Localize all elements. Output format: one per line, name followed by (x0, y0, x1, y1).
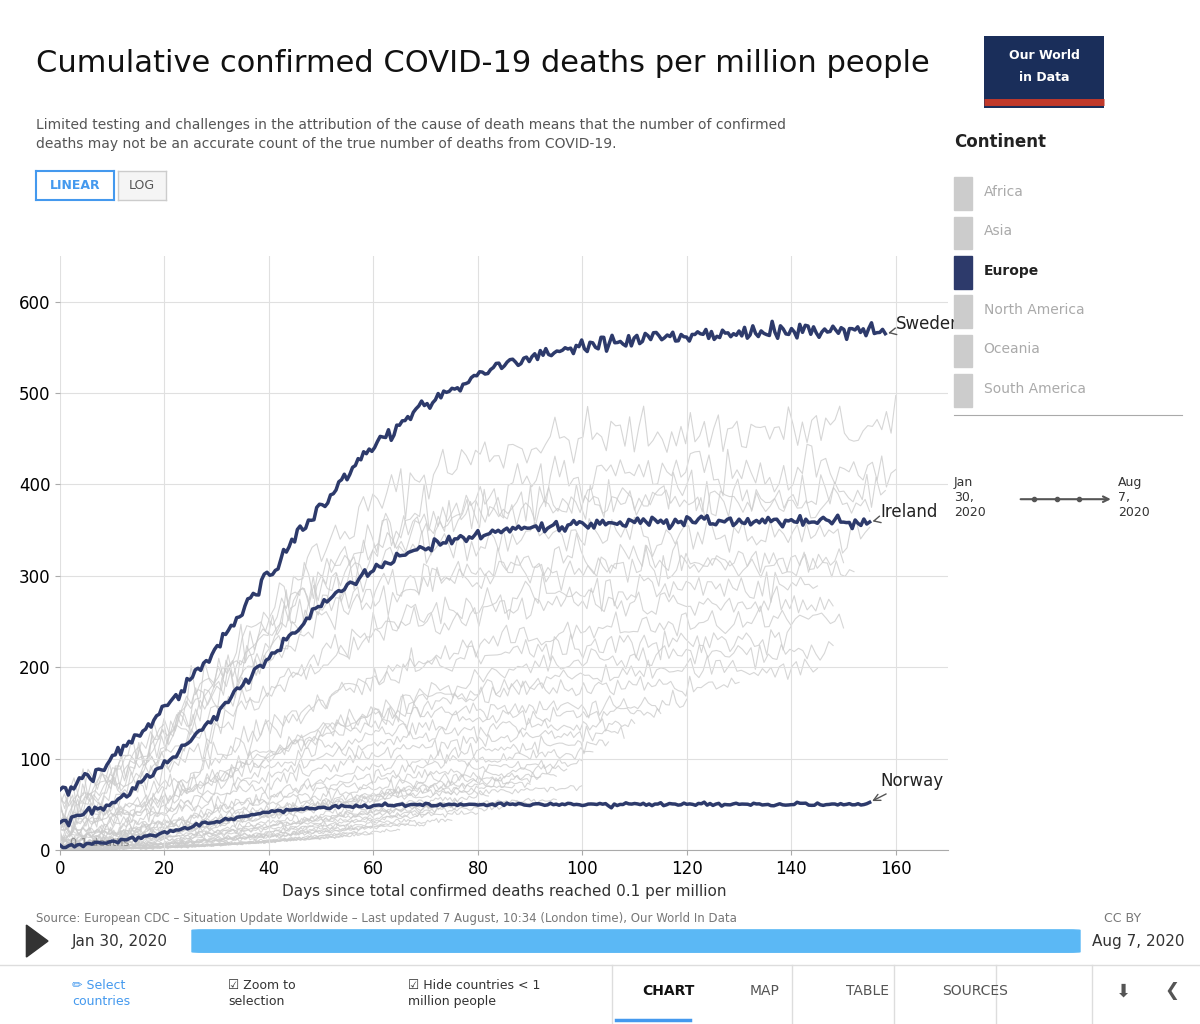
Text: ☑ Zoom to
selection: ☑ Zoom to selection (228, 979, 295, 1008)
Text: LOG: LOG (128, 179, 155, 191)
Text: Aug
7,
2020: Aug 7, 2020 (1118, 476, 1150, 519)
Bar (954, 295, 972, 328)
Text: Ireland: Ireland (874, 504, 937, 522)
Text: Source: European CDC – Situation Update Worldwide – Last updated 7 August, 10:34: Source: European CDC – Situation Update … (36, 911, 737, 925)
Text: Sweden: Sweden (889, 315, 961, 335)
Text: ☑ Hide countries < 1
million people: ☑ Hide countries < 1 million people (408, 979, 540, 1008)
Text: ⬇: ⬇ (1116, 982, 1132, 1000)
Text: Continent: Continent (954, 133, 1046, 152)
Text: Africa: Africa (984, 185, 1024, 199)
Text: South America: South America (984, 382, 1086, 395)
Polygon shape (26, 925, 48, 957)
Text: North America: North America (984, 303, 1085, 317)
Text: Days since total confirmed deaths reached 0.1 per million: Days since total confirmed deaths reache… (282, 884, 726, 899)
Text: SOURCES: SOURCES (942, 984, 1008, 998)
Bar (954, 335, 972, 368)
Text: Cumulative confirmed COVID-19 deaths per million people: Cumulative confirmed COVID-19 deaths per… (36, 49, 930, 78)
Text: Aug 7, 2020: Aug 7, 2020 (1092, 934, 1184, 948)
Text: TABLE: TABLE (846, 984, 889, 998)
Text: Jan 30, 2020: Jan 30, 2020 (72, 934, 168, 948)
FancyBboxPatch shape (192, 930, 1080, 952)
Bar (954, 217, 972, 250)
Bar (954, 374, 972, 407)
Bar (954, 177, 972, 210)
Text: MAP: MAP (750, 984, 780, 998)
Text: CHART: CHART (642, 984, 695, 998)
Text: Asia: Asia (984, 224, 1013, 239)
Text: ❮: ❮ (1164, 982, 1180, 1000)
Text: 0.1 deaths: 0.1 deaths (71, 839, 130, 848)
Bar (954, 256, 972, 289)
Text: Oceania: Oceania (984, 342, 1040, 356)
Text: Our World: Our World (1008, 49, 1080, 62)
Text: Norway: Norway (874, 772, 943, 801)
Text: LINEAR: LINEAR (49, 179, 101, 191)
Text: Limited testing and challenges in the attribution of the cause of death means th: Limited testing and challenges in the at… (36, 118, 786, 152)
Text: Jan
30,
2020: Jan 30, 2020 (954, 476, 985, 519)
Text: CC BY: CC BY (1104, 911, 1141, 925)
Text: ✏ Select
countries: ✏ Select countries (72, 979, 130, 1008)
Text: in Data: in Data (1019, 71, 1069, 84)
Text: Europe: Europe (984, 264, 1039, 278)
